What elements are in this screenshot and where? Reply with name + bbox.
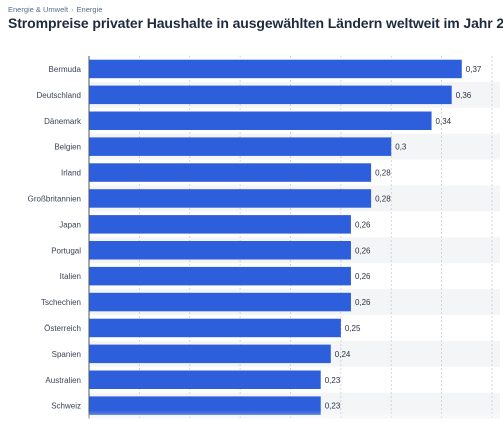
bar <box>89 266 351 286</box>
bar <box>89 215 351 234</box>
category-label: Tschechien <box>41 298 81 307</box>
category-label: Irland <box>61 169 81 178</box>
bar <box>89 137 392 156</box>
category-label: Belgien <box>54 143 81 152</box>
value-label: 0,36 <box>456 91 472 100</box>
value-label: 0,37 <box>466 65 482 74</box>
bar <box>89 396 321 415</box>
bar <box>89 344 331 364</box>
breadcrumb-item-energie[interactable]: Energie <box>76 5 103 14</box>
value-label: 0,24 <box>335 350 351 359</box>
category-label: Schweiz <box>51 402 81 411</box>
category-label: Dänemark <box>44 117 82 126</box>
bar <box>89 85 452 105</box>
value-label: 0,26 <box>355 272 371 281</box>
category-label: Spanien <box>52 350 81 359</box>
value-label: 0,26 <box>355 246 371 255</box>
bar <box>89 111 432 130</box>
value-label: 0,34 <box>436 117 452 126</box>
value-label: 0,28 <box>375 169 391 178</box>
bar <box>89 189 372 208</box>
category-label: Australien <box>45 376 81 385</box>
value-label: 0,25 <box>345 324 361 333</box>
category-label: Japan <box>59 220 81 229</box>
bar <box>89 318 341 338</box>
value-label: 0,26 <box>355 220 371 229</box>
bar <box>89 241 351 260</box>
chart-title: Strompreise privater Haushalte in ausgew… <box>8 15 503 31</box>
value-label: 0,23 <box>325 402 341 411</box>
value-label: 0,26 <box>355 298 371 307</box>
bar <box>89 292 351 312</box>
bar <box>89 370 321 389</box>
category-label: Italien <box>60 272 81 281</box>
breadcrumb-separator: › <box>71 5 74 14</box>
category-label: Deutschland <box>37 91 81 100</box>
category-label: Großbritannien <box>28 194 81 203</box>
breadcrumb: Energie & Umwelt › Energie <box>8 5 102 14</box>
value-label: 0,23 <box>325 376 341 385</box>
bar <box>89 59 462 79</box>
value-label: 0,28 <box>375 194 391 203</box>
category-label: Portugal <box>51 246 81 255</box>
category-label: Österreich <box>44 324 81 333</box>
breadcrumb-item-energie-umwelt[interactable]: Energie & Umwelt <box>8 5 69 14</box>
category-label: Bermuda <box>49 65 82 74</box>
bar <box>89 163 372 182</box>
value-label: 0,3 <box>395 143 407 152</box>
